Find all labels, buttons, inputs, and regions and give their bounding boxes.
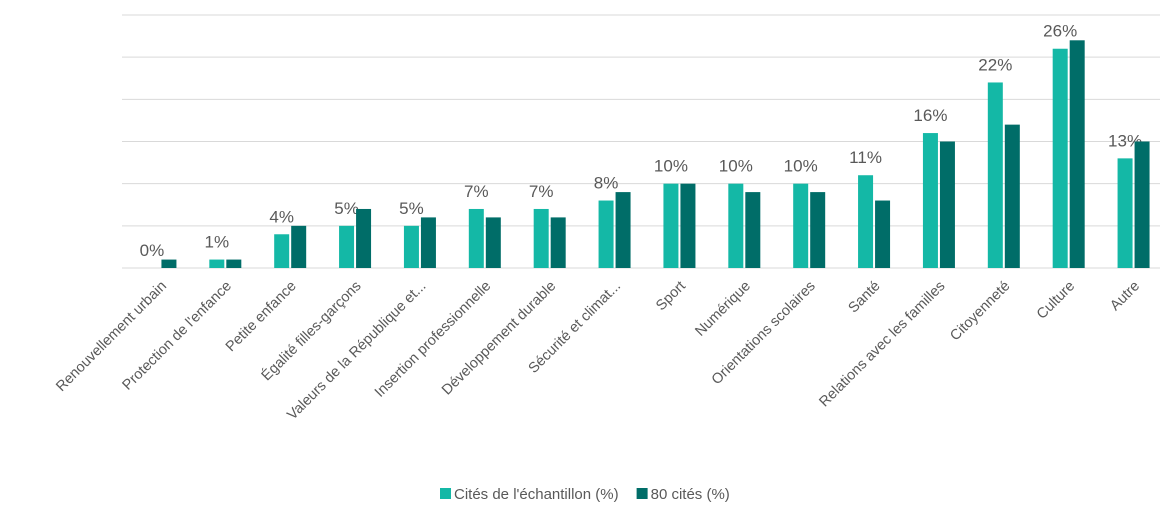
bar (550, 217, 566, 268)
bar (810, 192, 826, 268)
bar (1004, 124, 1020, 268)
bar (939, 141, 955, 268)
data-label: 5% (334, 199, 359, 218)
data-label: 0% (140, 241, 165, 260)
x-tick-label: Numérique (692, 278, 753, 339)
data-label: 5% (399, 199, 424, 218)
bar (728, 183, 744, 268)
data-label: 26% (1043, 22, 1077, 41)
bar (485, 217, 501, 268)
bar (1134, 141, 1150, 268)
bar (615, 192, 631, 268)
legend-swatch (636, 488, 648, 499)
bar (598, 200, 614, 268)
data-label: 22% (978, 55, 1012, 74)
bar (663, 183, 679, 268)
data-label: 4% (269, 207, 294, 226)
bar (1117, 158, 1133, 268)
bar (356, 208, 372, 268)
bar (468, 208, 484, 268)
data-label: 13% (1108, 131, 1142, 150)
bar (987, 82, 1003, 268)
bar (858, 175, 874, 268)
bar (274, 234, 290, 268)
data-label: 10% (784, 157, 818, 176)
data-label: 10% (654, 157, 688, 176)
x-tick-label: Insertion professionnelle (372, 278, 494, 400)
x-tick-label: Valeurs de la République et... (284, 278, 429, 423)
bar (875, 200, 891, 268)
bar (291, 225, 307, 268)
x-tick-label: Santé (845, 278, 883, 316)
x-tick-label: Développement durable (439, 278, 559, 398)
bar (403, 225, 419, 268)
bar (161, 259, 177, 268)
data-label: 7% (529, 182, 554, 201)
bar (420, 217, 436, 268)
x-tick-label: Autre (1107, 278, 1143, 314)
x-tick-label: Renouvellement urbain (53, 278, 170, 395)
data-label: 8% (594, 174, 619, 193)
x-tick-label: Protection de l'enfance (120, 278, 235, 393)
legend-label: Cités de l'échantillon (%) (454, 486, 619, 503)
data-label: 7% (464, 182, 489, 201)
bar (922, 133, 938, 268)
x-tick-label: Relations avec les familles (816, 278, 948, 410)
x-tick-label: Citoyenneté (947, 278, 1013, 344)
data-label: 10% (719, 157, 753, 176)
data-label: 11% (849, 148, 882, 167)
bar (745, 192, 761, 268)
bar (793, 183, 809, 268)
bar (1069, 40, 1085, 268)
data-label: 16% (913, 106, 947, 125)
bar (533, 208, 549, 268)
legend-label: 80 cités (%) (651, 486, 730, 503)
x-tick-label: Sport (653, 278, 689, 314)
bar (1052, 48, 1068, 268)
bar (680, 183, 696, 268)
data-label: 1% (205, 233, 230, 252)
bar (226, 259, 242, 268)
legend-swatch (440, 488, 451, 499)
bar (339, 225, 355, 268)
x-tick-label: Culture (1034, 278, 1078, 322)
bar (209, 259, 225, 268)
